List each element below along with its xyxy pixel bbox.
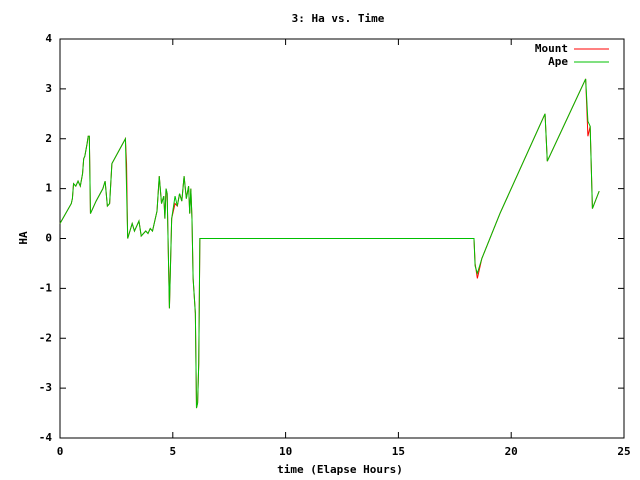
series-line	[59, 78, 600, 409]
y-tick-label: -3	[39, 381, 52, 394]
chart-title: 3: Ha vs. Time	[292, 12, 385, 25]
x-tick-label: 15	[392, 445, 405, 458]
y-tick-label: -2	[39, 331, 52, 344]
y-axis-label: HA	[17, 231, 30, 245]
y-tick-label: 0	[45, 232, 52, 245]
legend-label: Ape	[548, 55, 568, 68]
y-tick-label: 1	[45, 182, 52, 195]
series-line	[59, 78, 600, 409]
y-tick-label: 4	[45, 32, 52, 45]
x-tick-label: 20	[505, 445, 518, 458]
x-tick-label: 0	[57, 445, 64, 458]
y-tick-label: 2	[45, 132, 52, 145]
legend-label: Mount	[535, 42, 568, 55]
x-tick-label: 10	[279, 445, 292, 458]
x-axis-label: time (Elapse Hours)	[277, 463, 403, 476]
x-tick-label: 5	[169, 445, 176, 458]
y-tick-label: -4	[39, 431, 53, 444]
y-tick-label: 3	[45, 82, 52, 95]
x-tick-label: 25	[617, 445, 630, 458]
y-tick-label: -1	[39, 281, 53, 294]
